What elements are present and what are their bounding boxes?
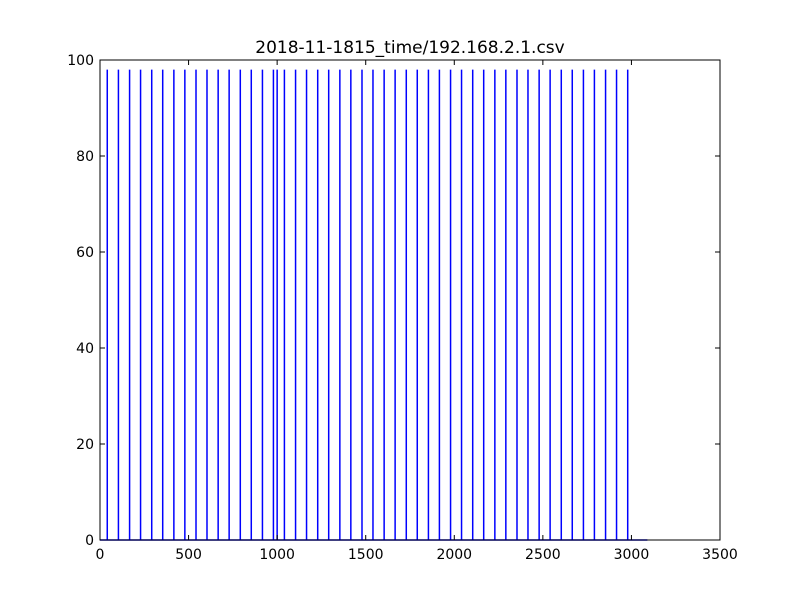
plot-frame (99, 59, 721, 541)
x-tick-label: 0 (96, 547, 105, 563)
x-tick-label: 3000 (614, 547, 650, 563)
x-tick-label: 1000 (259, 547, 295, 563)
chart-title: 2018-11-1815_time/192.168.2.1.csv (255, 38, 564, 58)
y-tick-label: 40 (76, 341, 94, 357)
x-tick-label: 1500 (348, 547, 384, 563)
x-tick-label: 2500 (525, 547, 561, 563)
y-tick-label: 0 (85, 533, 94, 549)
x-tick-label: 3500 (702, 547, 738, 563)
x-tick-label: 2000 (436, 547, 472, 563)
y-tick-label: 20 (76, 437, 94, 453)
y-tick-label: 100 (67, 53, 94, 69)
y-tick-label: 80 (76, 149, 94, 165)
x-tick-label: 500 (175, 547, 202, 563)
ticks-layer: 0 500 1000 1500 2000 2500 3000 3500 0 20 40 60 80 100 (67, 53, 738, 563)
y-tick-label: 60 (76, 245, 94, 261)
series-layer (100, 69, 648, 541)
series-line (100, 69, 648, 541)
